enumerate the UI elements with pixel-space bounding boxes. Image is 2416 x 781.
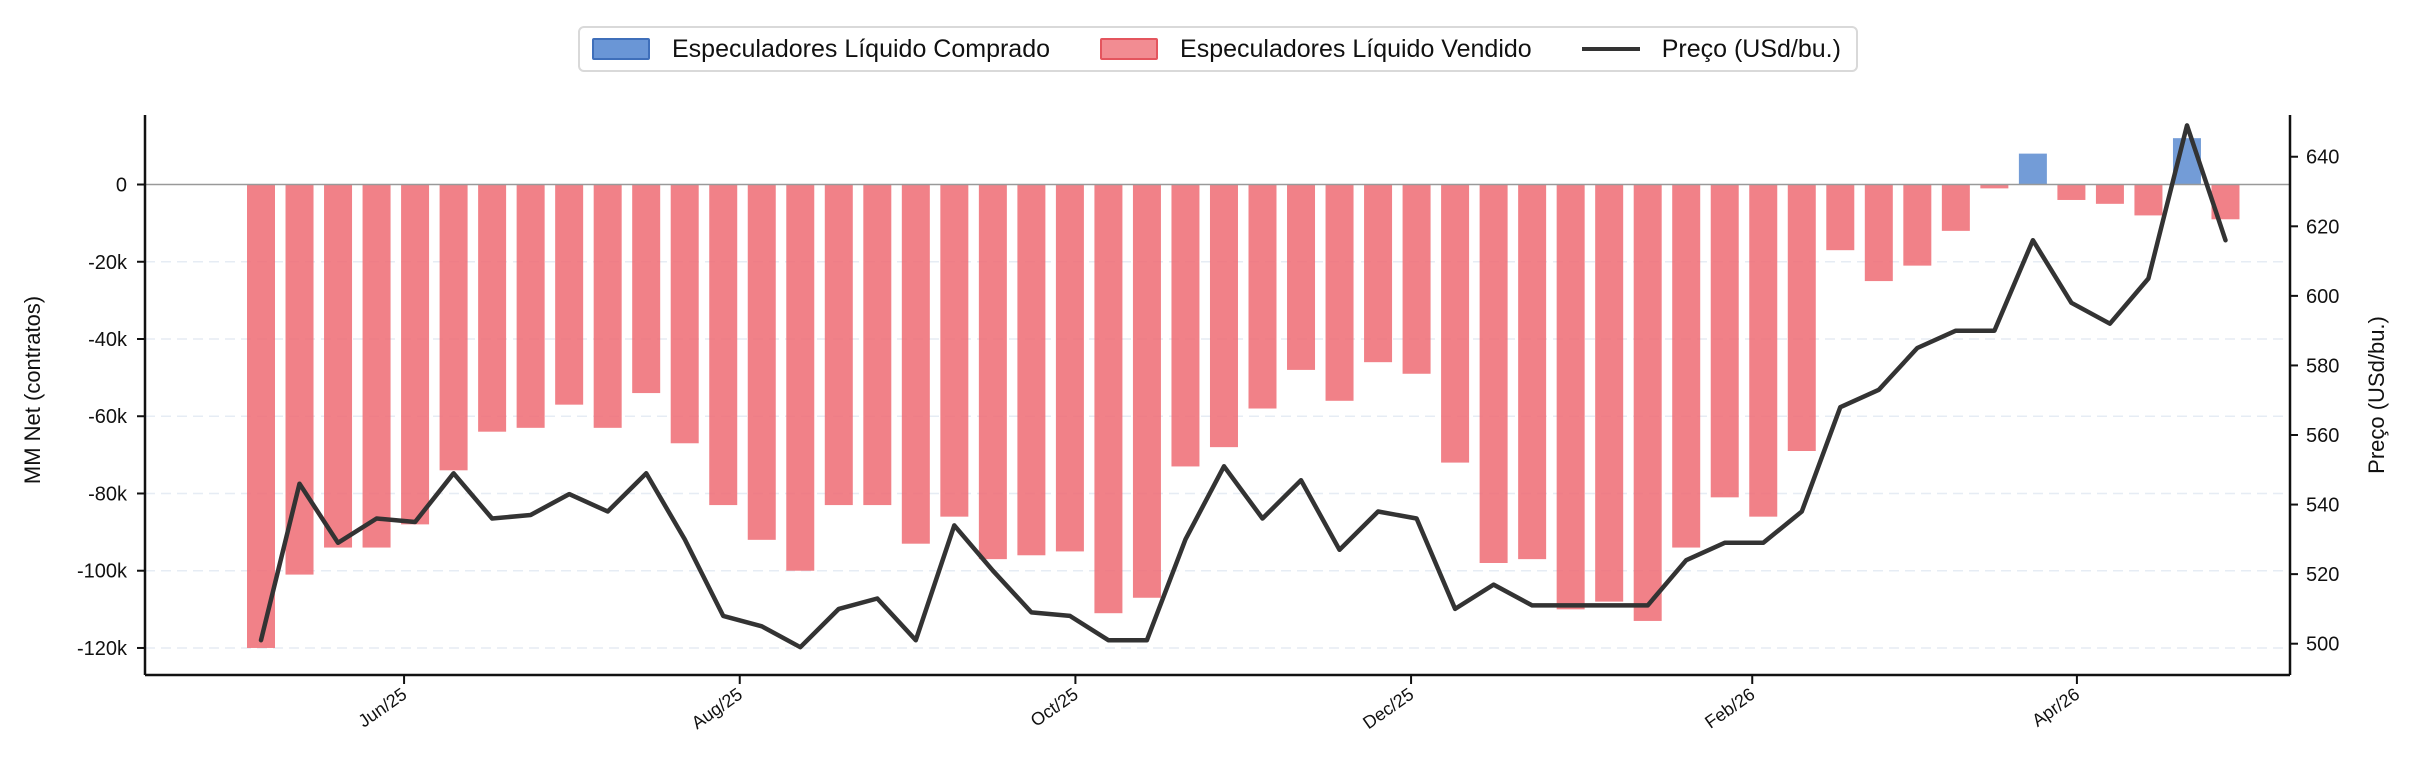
bar-short	[901, 184, 930, 544]
y-left-tick-label: -120k	[77, 638, 128, 660]
y-left-tick-label: 0	[116, 175, 127, 197]
x-tick-label: Apr/26	[2028, 684, 2083, 731]
bar-short	[401, 184, 430, 525]
y-right-tick-label: 640	[2306, 147, 2339, 169]
bar-short	[362, 184, 391, 548]
x-tick-label: Dec/25	[1359, 684, 1417, 733]
bar-short	[2057, 184, 2086, 200]
bars-layer	[247, 138, 2240, 648]
bar-short	[1864, 184, 1893, 282]
bar-short	[1595, 184, 1624, 602]
bar-short	[709, 184, 738, 506]
bar-short	[1787, 184, 1816, 451]
legend-item-short: Especuladores Líquido Vendido	[1100, 35, 1532, 64]
legend-swatch-long	[592, 38, 650, 60]
bar-short	[1672, 184, 1701, 548]
legend-label-long: Especuladores Líquido Comprado	[672, 34, 1051, 63]
bar-short	[1209, 184, 1238, 448]
bar-short	[1132, 184, 1161, 598]
bar-short	[1556, 184, 1585, 610]
bar-short	[1518, 184, 1547, 560]
bar-short	[824, 184, 853, 506]
bar-short	[1171, 184, 1200, 467]
x-tick-label: Feb/26	[1701, 684, 1758, 733]
x-tick-label: Aug/25	[688, 684, 746, 733]
bar-short	[478, 184, 507, 432]
bar-short	[2095, 184, 2124, 204]
bar-short	[1055, 184, 1084, 552]
bar-short	[1980, 184, 2009, 189]
bar-short	[1094, 184, 1123, 614]
bar-short	[1325, 184, 1354, 401]
y-right-tick-label: 540	[2306, 495, 2339, 517]
bar-short	[593, 184, 622, 428]
bar-short	[747, 184, 776, 540]
bar-short	[670, 184, 699, 444]
bar-short	[786, 184, 815, 571]
y-left-tick-label: -60k	[88, 406, 128, 428]
y-axis-left-label: MM Net (contratos)	[20, 296, 45, 484]
y-right-tick-label: 620	[2306, 216, 2339, 238]
bar-short	[1903, 184, 1932, 266]
bar-short	[1017, 184, 1046, 556]
y-left-tick-label: -80k	[88, 483, 128, 505]
legend-label-short: Especuladores Líquido Vendido	[1180, 34, 1532, 63]
bar-short	[1287, 184, 1316, 370]
bar-short	[863, 184, 892, 506]
bar-short	[940, 184, 969, 517]
y-right-tick-label: 500	[2306, 634, 2339, 656]
bar-short	[632, 184, 661, 394]
bar-short	[1749, 184, 1778, 517]
legend-swatch-price	[1581, 47, 1640, 51]
legend-label-price: Preço (USd/bu.)	[1661, 34, 1841, 63]
legend: Especuladores Líquido Comprado Especulad…	[578, 26, 1858, 72]
y-right-tick-label: 520	[2306, 564, 2339, 586]
y-left-tick-label: -20k	[88, 252, 128, 274]
y-axis-right-label: Preço (USd/bu.)	[2364, 316, 2389, 474]
legend-item-price: Preço (USd/bu.)	[1581, 34, 1841, 64]
x-tick-label: Jun/25	[355, 684, 411, 731]
legend-item-long: Especuladores Líquido Comprado	[592, 35, 1050, 64]
bar-short	[439, 184, 468, 471]
x-tick-label: Oct/25	[1027, 684, 1082, 731]
bar-short	[1441, 184, 1470, 463]
bar-long	[2018, 153, 2047, 185]
bar-short	[1710, 184, 1739, 498]
bar-short	[1826, 184, 1855, 251]
y-right-tick-label: 560	[2306, 425, 2339, 447]
bar-short	[555, 184, 584, 405]
price-line	[258, 123, 2228, 650]
legend-swatch-short	[1100, 38, 1159, 60]
bar-short	[1479, 184, 1508, 563]
y-left-tick-label: -40k	[88, 329, 128, 351]
bar-short	[285, 184, 314, 575]
bar-short	[1941, 184, 1970, 231]
bar-short	[324, 184, 353, 548]
bar-short	[247, 184, 275, 648]
y-left-tick-label: -100k	[77, 561, 128, 583]
y-right-tick-label: 600	[2306, 286, 2339, 308]
bar-short	[1633, 184, 1662, 621]
bar-short	[1402, 184, 1431, 374]
bar-short	[1364, 184, 1393, 363]
price-line-layer	[258, 123, 2228, 650]
bar-short	[516, 184, 545, 428]
bar-short	[1248, 184, 1277, 409]
y-right-tick-label: 580	[2306, 355, 2339, 377]
bar-short	[2134, 184, 2163, 216]
bar-short	[978, 184, 1007, 560]
